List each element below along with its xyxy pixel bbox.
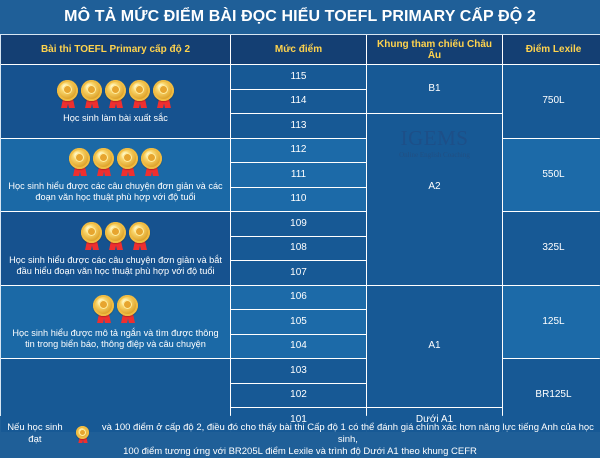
gold-medal-icon	[56, 80, 79, 109]
footer-prefix: Nếu học sinh đạt	[7, 422, 63, 445]
cefr-b1-cell: B1	[367, 65, 502, 114]
group-beginning-academic: Học sinh hiểu được các câu chuyện đơn gi…	[1, 212, 230, 285]
score-cell: 110	[231, 187, 366, 212]
score-cell: 109	[231, 212, 366, 236]
gold-medal-icon	[128, 80, 151, 109]
gold-medal-icon	[116, 148, 139, 177]
lexile-125-cell: 125L	[503, 285, 600, 359]
group-description: Học sinh hiểu được các câu chuyện đơn gi…	[9, 254, 222, 276]
score-cell: 111	[231, 163, 366, 187]
footer-line-one: và 100 điểm ở cấp độ 2, điều đó cho thấy…	[101, 422, 594, 445]
logo-tagline: Online English Coaching	[399, 151, 470, 160]
score-cell: 113	[231, 114, 366, 138]
cefr-a2-label: A2	[428, 181, 441, 193]
score-cell: 112	[231, 138, 366, 163]
page-title: MÔ TẢ MỨC ĐIỂM BÀI ĐỌC HIỂU TOEFL PRIMAR…	[64, 8, 536, 25]
footer-line-two: 100 điểm tương ứng với BR205L điểm Lexil…	[123, 446, 477, 457]
empty-group-cell	[1, 359, 230, 432]
group-simple-stories: Học sinh hiểu được các câu chuyện đơn gi…	[1, 138, 230, 212]
score-cell: 115	[231, 65, 366, 89]
gold-medal-icon	[116, 295, 139, 324]
two-medals	[92, 295, 139, 324]
score-cell: 102	[231, 383, 366, 408]
lexile-325-cell: 325L	[503, 212, 600, 285]
gold-medal-icon	[92, 148, 115, 177]
cefr-a1-cell: A1	[367, 285, 502, 408]
gold-medal-icon	[128, 221, 151, 250]
group-excellent: Học sinh làm bài xuất sắc	[1, 65, 230, 138]
gold-medal-icon	[75, 425, 90, 443]
score-cell: 104	[231, 334, 366, 359]
cefr-column-header: Khung tham chiếu Châu Âu	[367, 35, 502, 64]
group-description: Học sinh hiểu được các câu chuyện đơn gi…	[8, 181, 223, 203]
lexile-column-header: Điểm Lexile	[503, 35, 600, 64]
score-column-header: Mức điểm	[231, 35, 366, 64]
gold-medal-icon	[92, 295, 115, 324]
lexile-550-cell: 550L	[503, 138, 600, 212]
gold-medal-icon	[104, 80, 127, 109]
score-cell: 107	[231, 261, 366, 285]
group-description: Học sinh hiểu được mô tả ngắn và tìm đượ…	[12, 328, 219, 350]
group-description: Học sinh làm bài xuất sắc	[63, 113, 168, 124]
score-table: Bài thi TOEFL Primary cấp độ 2 Mức điểm …	[0, 34, 600, 432]
gold-medal-icon	[68, 148, 91, 177]
score-cell: 114	[231, 89, 366, 114]
score-cell: 101	[231, 408, 366, 432]
score-cell: 105	[231, 310, 366, 334]
gold-medal-icon	[80, 221, 103, 250]
lexile-br125-cell: BR125L	[503, 359, 600, 432]
igems-logo: IGEMS	[400, 126, 469, 151]
score-cell: 106	[231, 285, 366, 310]
score-cell: 103	[231, 359, 366, 383]
lexile-750-cell: 750L	[503, 65, 600, 138]
four-medals	[68, 148, 163, 177]
gold-medal-icon	[104, 221, 127, 250]
cefr-a2-cell: IGEMS Online English Coaching A2	[367, 114, 502, 285]
gold-medal-icon	[152, 80, 175, 109]
group-short-descriptions: Học sinh hiểu được mô tả ngắn và tìm đượ…	[1, 285, 230, 359]
three-medals	[80, 221, 151, 250]
footer-note: Nếu học sinh đạt và 100 điểm ở cấp độ 2,…	[0, 418, 600, 457]
score-cell: 108	[231, 236, 366, 261]
test-column-header: Bài thi TOEFL Primary cấp độ 2	[1, 35, 230, 64]
footer-first-line: Nếu học sinh đạt và 100 điểm ở cấp độ 2,…	[0, 422, 600, 446]
gold-medal-icon	[140, 148, 163, 177]
gold-medal-icon	[80, 80, 103, 109]
five-medals	[56, 80, 175, 109]
cefr-below-a1-cell: Dưới A1	[367, 408, 502, 432]
